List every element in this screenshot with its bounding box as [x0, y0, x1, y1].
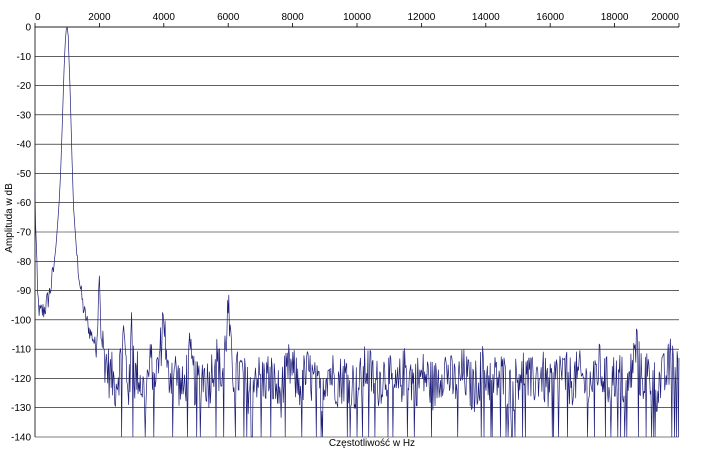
grid-lines: [34, 26, 679, 438]
x-axis-label: Częstotliwość w Hz: [329, 438, 415, 449]
y-tick-label: -90: [17, 286, 32, 297]
x-tick-label: 12000: [407, 12, 435, 23]
y-tick-label: -130: [11, 403, 31, 414]
y-tick-label: -100: [11, 315, 31, 326]
y-tick-labels: 0 -10 -20 -30 -40 -50 -60 -70 -80 -90 -100 -110 -120…: [11, 23, 31, 444]
y-tick-label: -20: [17, 81, 32, 92]
y-tick-label: -80: [17, 257, 32, 268]
x-tick-label: 6000: [217, 12, 240, 23]
y-tick-label: -110: [12, 345, 32, 356]
y-tick-label: -50: [17, 169, 32, 180]
x-tick-label: 14000: [472, 12, 500, 23]
y-tick-label: -70: [17, 228, 32, 239]
y-tick-label: -40: [17, 140, 32, 151]
y-tick-label: -60: [17, 198, 32, 209]
y-tick-label: -120: [11, 374, 31, 385]
y-tick-label: -10: [17, 52, 32, 63]
x-tick-label: 20000: [651, 12, 679, 23]
y-tick-label: 0: [25, 23, 31, 34]
x-tick-label: 16000: [536, 12, 564, 23]
x-tick-label: 2000: [88, 12, 111, 23]
y-tick-label: -30: [17, 110, 32, 121]
x-tick-label: 8000: [281, 12, 304, 23]
series-layer: [34, 26, 680, 438]
y-axis-label: Amplituda w dB: [4, 183, 15, 253]
x-tick-label: 0: [35, 12, 41, 23]
y-tick-label: -140: [11, 433, 31, 444]
x-tick-labels: 0 2000 4000 6000 8000 10000 12000 14000 16000 180…: [34, 12, 679, 27]
x-tick-label: 4000: [153, 12, 176, 23]
x-tick-label: 10000: [343, 12, 371, 23]
x-tick-label: 18000: [601, 12, 629, 23]
series-line: [34, 26, 680, 438]
